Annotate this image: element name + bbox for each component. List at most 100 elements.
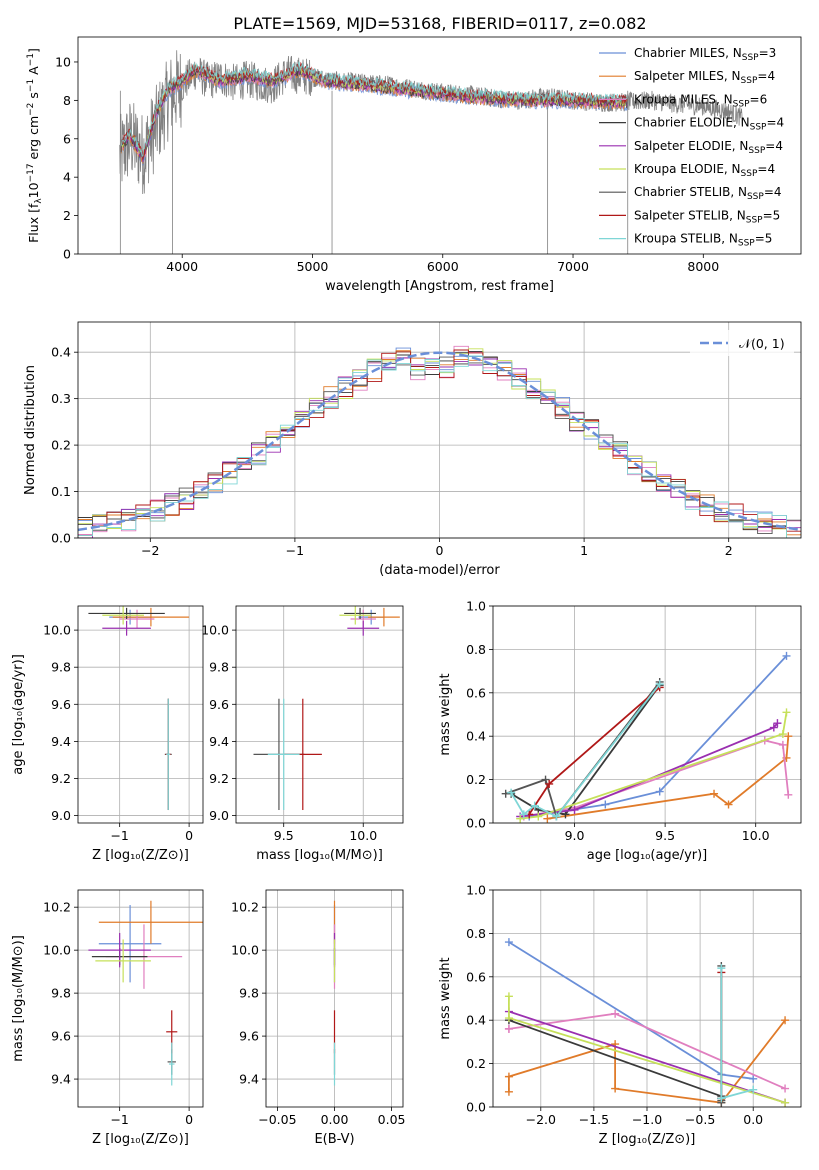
data-point-marker — [543, 814, 552, 823]
gaussian-curve — [78, 351, 801, 532]
axes-frame — [77, 605, 204, 824]
errorbar-point — [166, 698, 171, 811]
y-tick-label: 9.4 — [51, 734, 71, 749]
data-point-marker — [655, 680, 664, 689]
y-tick-label: 10 — [55, 54, 71, 69]
y-tick-label: 0.1 — [51, 484, 71, 499]
panel-mass_vs_ebv: −0.05 0.00 0.05 9.4 9.6 9.8 10.0 10.2 E(B-V) — [231, 889, 406, 1147]
data-point-marker — [552, 812, 561, 821]
data-point-marker — [516, 814, 525, 823]
x-axis-label: mass [log₁₀(M/M⊙)] — [256, 848, 383, 863]
x-tick-label: −0.5 — [685, 1112, 715, 1127]
data-point-marker — [507, 788, 516, 797]
axes-frame — [77, 36, 802, 255]
y-tick-label: 0.2 — [466, 1056, 486, 1071]
x-tick-label: 7000 — [557, 259, 589, 274]
y-tick-label: 1.0 — [466, 599, 486, 614]
data-point-marker — [570, 805, 579, 814]
y-tick-label: 0.0 — [51, 531, 71, 546]
data-point-marker — [504, 1087, 513, 1096]
data-point-marker — [781, 1016, 790, 1025]
y-tick-label: 0.6 — [466, 685, 486, 700]
errorbar-point — [88, 932, 151, 968]
model-spectrum-line — [120, 61, 628, 158]
plot-marks — [119, 50, 743, 254]
series-line — [504, 992, 790, 1107]
legend-label: Chabrier ELODIE, NSSP=4 — [634, 116, 784, 133]
x-tick-label: −1 — [110, 1112, 128, 1127]
y-tick-label: 0 — [63, 247, 71, 262]
x-tick-label: 0.0 — [743, 1112, 763, 1127]
legend-label: Salpeter STELIB, NSSP=5 — [634, 208, 780, 225]
data-point-marker — [504, 1072, 513, 1081]
panel-massweight_vs_age: 9.0 9.5 10.0 0.0 0.2 0.4 0.6 0.8 1.0 age [log₁₀(a… — [438, 599, 802, 863]
legend-label: 𝒩(0, 1) — [739, 336, 785, 351]
x-axis-label: Z [log₁₀(Z/Z⊙)] — [92, 1132, 189, 1147]
x-tick-label: 9.5 — [274, 828, 294, 843]
errorbar-point — [344, 607, 376, 619]
legend-label: Kroupa STELIB, NSSP=5 — [634, 232, 772, 249]
x-tick-label: 4000 — [166, 259, 198, 274]
legend: 𝒩(0, 1) — [690, 330, 794, 356]
y-tick-label: 0.2 — [466, 772, 486, 787]
y-tick-label: 0.4 — [466, 729, 486, 744]
plot-marks — [88, 606, 190, 811]
x-tick-label: −1 — [286, 543, 304, 558]
y-tick-label: 10.0 — [201, 623, 229, 638]
series-path — [508, 1010, 786, 1104]
x-tick-label: 6000 — [427, 259, 459, 274]
figure-title: PLATE=1569, MJD=53168, FIBERID=0117, z=0… — [233, 14, 646, 33]
plot-marks — [78, 345, 801, 538]
model-spectrum-line — [120, 66, 628, 159]
data-point-marker — [782, 651, 791, 660]
x-tick-label: 9.0 — [565, 828, 585, 843]
data-point-marker — [601, 800, 610, 809]
errorbar-point — [368, 607, 400, 627]
y-tick-label: 10.0 — [231, 943, 259, 958]
y-tick-label: 9.6 — [239, 1029, 259, 1044]
data-point-marker — [749, 1085, 758, 1094]
errorbar-point — [112, 607, 190, 627]
errorbar-point — [347, 620, 380, 636]
y-tick-label: 0.6 — [466, 969, 486, 984]
data-point-marker — [541, 775, 550, 784]
legend-label: Salpeter MILES, NSSP=4 — [634, 69, 775, 86]
y-axis-label: mass weight — [438, 673, 453, 755]
y-tick-label: 10.0 — [43, 943, 71, 958]
data-point-marker — [710, 789, 719, 798]
x-tick-label: 10.0 — [742, 828, 770, 843]
series-line — [507, 680, 664, 821]
y-tick-label: 9.2 — [209, 771, 229, 786]
data-point-marker — [504, 1014, 513, 1023]
data-point-marker — [655, 787, 664, 796]
y-tick-label: 0.0 — [466, 816, 486, 831]
axes-frame — [77, 889, 204, 1108]
errorbar-point — [339, 606, 372, 625]
plot-area — [78, 606, 203, 823]
errorbar-point — [267, 698, 300, 811]
axes-frame — [492, 889, 802, 1108]
data-point-marker — [724, 800, 733, 809]
y-axis-label: age [log₁₀(age/yr)] — [11, 654, 26, 775]
panel-mass_vs_Z: −1 0 9.4 9.6 9.8 10.0 10.2 Z [log₁₀(Z/Z⊙)] mass … — [11, 889, 204, 1147]
axes-frame — [492, 605, 802, 824]
y-tick-label: 10.2 — [43, 900, 71, 915]
axes-frame — [235, 605, 404, 824]
errorbar-point — [102, 620, 151, 636]
data-point-marker — [545, 779, 554, 788]
x-tick-label: 1 — [580, 543, 588, 558]
panel-residuals: −2 −1 0 1 2 0.0 0.1 0.2 0.3 0.4 𝒩(0, 1) (data-model… — [23, 321, 802, 578]
errorbar-point — [168, 1042, 175, 1086]
y-axis-label: Normed distribution — [23, 365, 38, 495]
y-tick-label: 0.4 — [51, 345, 71, 360]
plot-marks — [253, 606, 400, 811]
y-tick-label: 9.2 — [51, 771, 71, 786]
y-tick-label: 0.4 — [466, 1013, 486, 1028]
axes-frame — [77, 321, 802, 539]
y-tick-label: 9.6 — [51, 697, 71, 712]
data-point-marker — [784, 790, 793, 799]
data-point-marker — [781, 1098, 790, 1107]
x-tick-label: 0.05 — [378, 1112, 406, 1127]
histogram-step-line — [78, 349, 801, 537]
